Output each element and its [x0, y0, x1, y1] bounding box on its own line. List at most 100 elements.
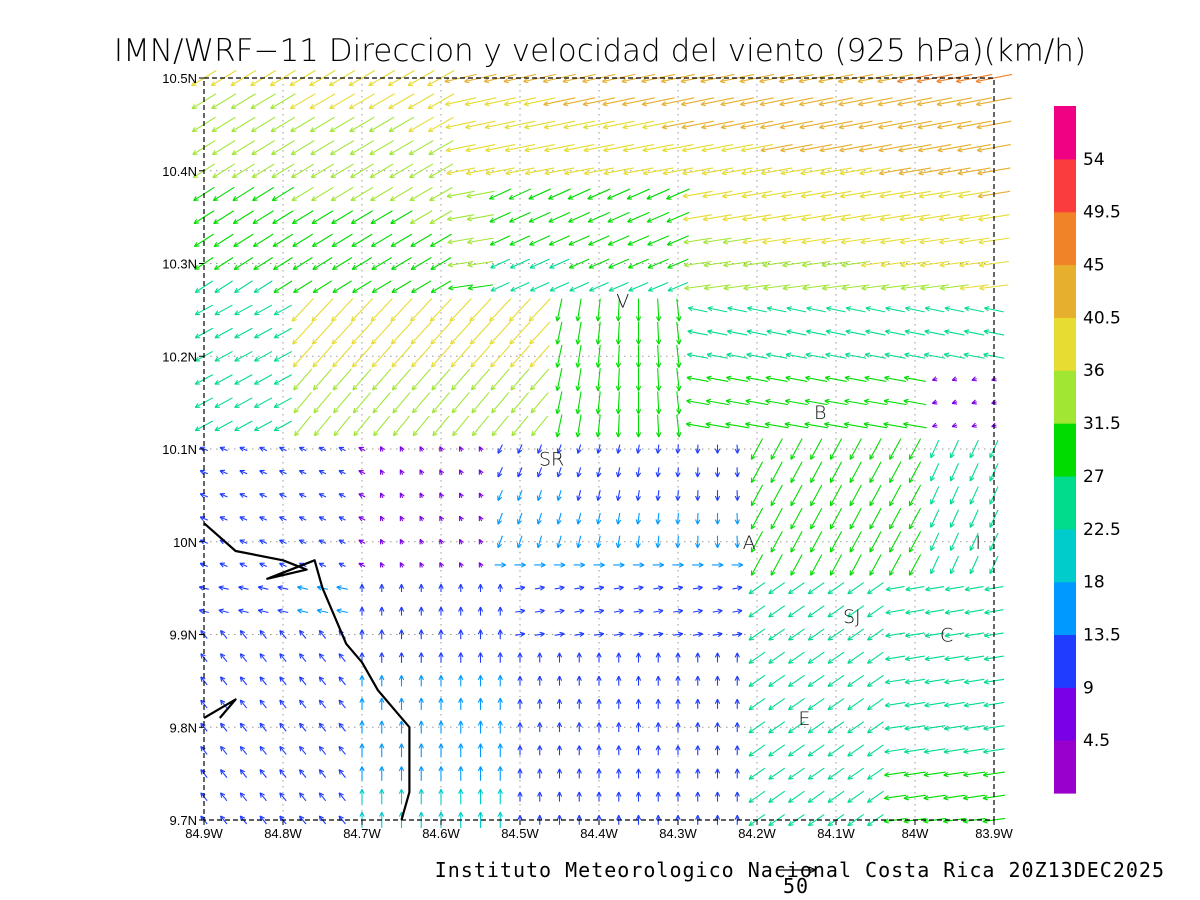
wind-vector	[627, 211, 650, 223]
wind-vector	[390, 233, 413, 248]
wind-vector	[616, 675, 622, 686]
wind-vector	[529, 258, 550, 269]
wind-vector	[963, 725, 985, 731]
wind-vector	[790, 554, 803, 576]
wind-vector	[568, 258, 590, 269]
wind-vector	[949, 486, 960, 505]
wind-vector	[867, 698, 884, 711]
wind-vector	[516, 535, 523, 549]
wind-vector	[252, 210, 274, 225]
wind-vector	[298, 516, 307, 522]
wind-vector	[555, 344, 563, 368]
wind-vector	[214, 327, 233, 339]
wind-vector	[889, 531, 902, 553]
wind-vector	[675, 791, 681, 802]
wind-vector	[931, 399, 938, 405]
wind-vector	[857, 73, 894, 84]
wind-vector	[318, 745, 327, 755]
wind-vector	[587, 188, 611, 200]
wind-vector	[860, 237, 891, 245]
wind-vector	[847, 790, 865, 803]
wind-vector	[633, 608, 644, 614]
wind-vector	[279, 446, 287, 452]
wind-vector	[714, 652, 721, 663]
wind-vector	[692, 608, 703, 614]
wind-vector	[292, 321, 314, 345]
wind-vector	[655, 652, 661, 663]
colorbar-label: 9	[1083, 678, 1094, 698]
wind-vector	[311, 233, 333, 248]
wind-vector	[517, 722, 523, 733]
wind-vector	[438, 720, 444, 734]
wind-vector	[494, 562, 507, 568]
wind-vector	[530, 392, 549, 414]
wind-vector	[784, 398, 808, 406]
wind-vector	[681, 120, 714, 130]
wind-vector	[768, 628, 786, 641]
wind-vector	[497, 512, 503, 525]
wind-vector	[838, 97, 873, 107]
wind-vector	[860, 260, 890, 268]
wind-vector	[750, 461, 764, 484]
wind-vector	[353, 415, 371, 437]
wind-vector	[655, 298, 662, 322]
wind-vector	[318, 769, 327, 778]
wind-vector	[213, 233, 234, 248]
wind-vector	[568, 211, 591, 223]
wind-vector	[788, 698, 805, 711]
wind-vector	[939, 260, 970, 268]
wind-vector	[299, 769, 307, 778]
wind-vector	[596, 512, 602, 525]
wind-vector	[760, 167, 793, 176]
wind-vector	[884, 352, 906, 359]
wind-vector	[807, 744, 825, 757]
wind-vector	[524, 144, 555, 153]
wind-vector	[534, 585, 545, 591]
wind-vector	[259, 446, 268, 452]
wind-vector	[543, 120, 576, 130]
wind-vector	[595, 298, 601, 322]
wind-vector	[430, 280, 452, 294]
wind-vector	[964, 655, 985, 662]
wind-vector	[662, 167, 694, 176]
wind-vector	[595, 321, 601, 345]
wind-vector	[883, 794, 907, 801]
wind-vector	[458, 675, 464, 687]
wind-vector	[746, 352, 768, 359]
wind-vector	[666, 235, 689, 246]
wind-vector	[750, 507, 764, 530]
wind-vector	[761, 214, 792, 222]
wind-vector	[899, 190, 931, 199]
wind-vector	[214, 304, 233, 316]
wind-vector	[569, 281, 589, 292]
wind-vector	[622, 144, 654, 153]
wind-vector	[595, 344, 601, 368]
wind-vector	[695, 652, 701, 663]
wind-vector	[338, 769, 346, 778]
colorbar-label: 27	[1083, 467, 1105, 487]
wind-vector	[944, 306, 965, 313]
wind-vector	[318, 722, 327, 732]
wind-vector	[918, 167, 952, 176]
wind-vector	[930, 532, 940, 551]
wind-vector	[903, 421, 927, 429]
y-tick-label: 10.3N	[162, 257, 197, 272]
wind-vector	[390, 298, 413, 322]
wind-vector	[372, 368, 392, 391]
wind-vector	[318, 630, 327, 639]
wind-vector	[711, 562, 724, 568]
colorbar-swatch	[1054, 423, 1076, 477]
wind-vector	[596, 745, 602, 756]
wind-vector	[615, 298, 622, 322]
wind-vector	[318, 792, 327, 802]
wind-vector	[259, 469, 268, 475]
wind-vector	[333, 392, 352, 414]
wind-vector	[908, 531, 922, 553]
wind-vector	[497, 743, 503, 758]
wind-vector	[847, 582, 865, 595]
wind-vector	[358, 493, 366, 499]
credit-line: Instituto Meteorologico Nacional Costa R…	[435, 858, 1165, 882]
wind-vector	[827, 651, 845, 664]
wind-vector	[458, 652, 464, 663]
wind-vector	[838, 120, 873, 130]
